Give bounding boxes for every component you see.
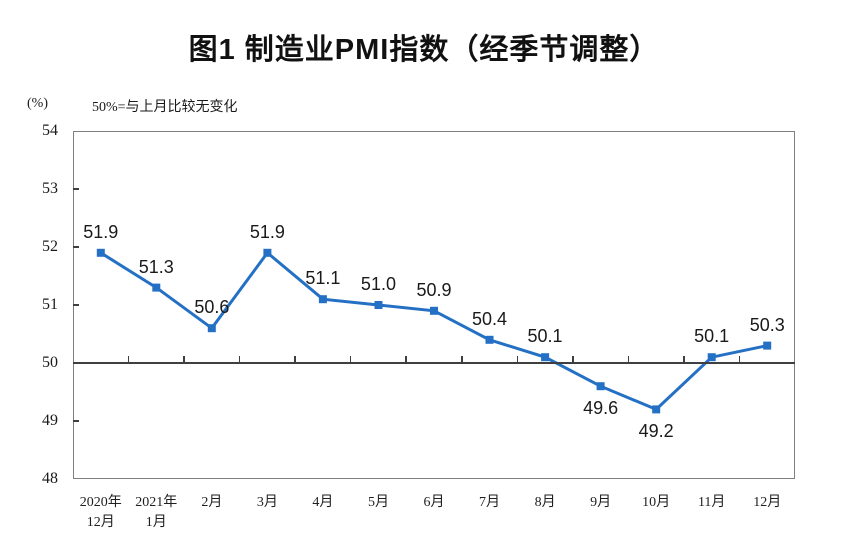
x-axis-tick — [238, 356, 241, 363]
pmi-series-line — [100, 250, 768, 412]
data-label: 50.1 — [527, 326, 563, 347]
data-point-marker — [763, 341, 772, 350]
data-label: 50.9 — [416, 279, 452, 300]
data-point-marker — [430, 306, 438, 315]
x-axis-label: 3月 — [256, 495, 278, 510]
data-point-marker — [374, 301, 383, 309]
y-axis-label: 52 — [42, 238, 58, 255]
data-point-marker — [596, 382, 605, 391]
x-axis-tick — [627, 356, 630, 363]
data-label: 49.6 — [583, 398, 619, 419]
y-axis-label: 50 — [42, 354, 58, 371]
x-axis-tick — [349, 356, 352, 363]
data-label: 51.0 — [360, 274, 396, 294]
y-axis-unit-label: (%) — [27, 96, 48, 111]
x-axis-label: 2020年 12月 — [79, 495, 122, 530]
x-axis-label: 8月 — [534, 495, 556, 510]
x-axis-tick — [183, 356, 185, 363]
data-point-marker — [541, 353, 550, 362]
y-axis-tick — [73, 304, 79, 306]
data-point-marker — [207, 324, 216, 333]
x-axis-label: 9月 — [590, 495, 612, 510]
data-point-marker — [152, 283, 161, 292]
data-label: 50.6 — [194, 297, 230, 318]
data-label: 50.1 — [694, 326, 730, 347]
x-axis-label: 7月 — [479, 495, 501, 510]
plot-area — [73, 131, 795, 479]
x-axis-tick — [683, 356, 685, 363]
reference-line-50 — [73, 362, 795, 364]
x-axis-tick — [127, 356, 130, 363]
data-label: 51.3 — [138, 256, 174, 277]
x-axis-tick — [738, 356, 741, 363]
y-axis-label: 49 — [42, 412, 58, 429]
x-axis-label: 12月 — [753, 495, 782, 510]
data-point-marker — [707, 353, 716, 362]
x-axis-label: 4月 — [312, 495, 334, 510]
y-axis-label: 54 — [42, 122, 58, 139]
data-point-marker — [485, 335, 494, 344]
data-point-marker — [96, 248, 105, 257]
y-axis-label: 53 — [42, 180, 58, 197]
data-label: 51.9 — [83, 221, 119, 242]
reference-note: 50%=与上月比较无变化 — [92, 100, 238, 115]
chart-title: 图1 制造业PMI指数（经季节调整） — [188, 34, 660, 66]
x-axis-tick — [572, 356, 574, 363]
x-axis-tick — [461, 356, 463, 363]
data-point-marker — [318, 295, 327, 304]
y-axis-tick — [73, 420, 79, 422]
y-axis-tick — [73, 246, 79, 248]
x-axis-label: 10月 — [642, 495, 671, 510]
x-axis-label: 2021年 1月 — [135, 495, 178, 530]
x-axis-label: 5月 — [367, 495, 389, 510]
data-label: 51.1 — [305, 268, 341, 289]
y-axis-tick — [73, 188, 79, 190]
x-axis-tick — [294, 356, 296, 363]
data-point-marker — [652, 405, 661, 414]
x-axis-label: 6月 — [423, 495, 445, 510]
x-axis-label: 2月 — [201, 495, 223, 510]
data-label: 50.4 — [472, 308, 508, 329]
data-point-marker — [263, 248, 272, 257]
x-axis-tick — [516, 356, 519, 363]
y-axis-label: 48 — [42, 470, 58, 487]
x-axis-label: 11月 — [697, 495, 726, 510]
y-axis-label: 51 — [42, 296, 58, 313]
data-label: 50.3 — [749, 314, 785, 335]
data-label: 51.9 — [249, 221, 285, 242]
x-axis-tick — [405, 356, 407, 363]
data-label: 49.2 — [638, 421, 674, 442]
